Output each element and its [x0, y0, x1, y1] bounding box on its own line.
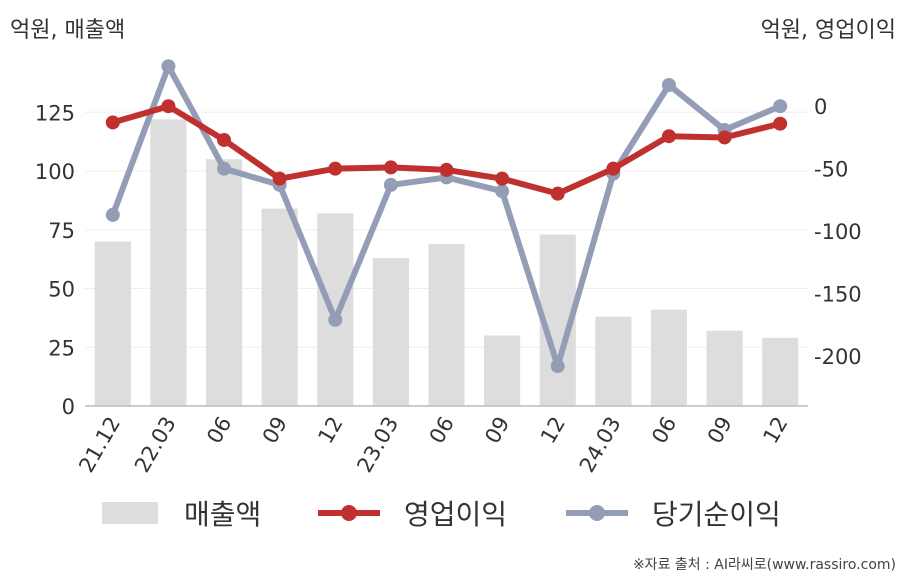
revenue-bar — [762, 337, 799, 406]
operating-profit-point — [328, 161, 343, 176]
x-axis-tick-label: 22.03 — [130, 413, 181, 477]
left-axis-tick-label: 0 — [62, 395, 75, 419]
x-axis-tick-label: 12 — [313, 413, 347, 448]
operating-profit-point — [495, 171, 510, 186]
right-axis-tick-label: -150 — [814, 283, 862, 307]
legend-operating-profit: 영업이익 — [318, 490, 507, 536]
operating-profit-point — [439, 162, 454, 177]
right-axis-tick-label: -50 — [814, 158, 848, 182]
operating-profit-point — [773, 116, 788, 131]
legend-operating-profit-swatch — [318, 502, 380, 524]
legend-net-income: 당기순이익 — [566, 490, 781, 536]
legend-revenue: 매출액 — [102, 490, 261, 536]
net-income-point — [495, 184, 510, 199]
x-axis-tick-label: 06 — [425, 413, 459, 448]
net-income-point — [328, 312, 343, 327]
revenue-bar — [595, 316, 632, 406]
revenue-bar — [205, 159, 243, 406]
x-axis-tick-label: 09 — [703, 413, 737, 448]
revenue-bar — [94, 241, 131, 406]
left-axis-unit: 억원, 매출액 — [10, 18, 126, 43]
x-axis-tick-label: 24.03 — [575, 413, 626, 477]
operating-profit-point — [105, 115, 120, 130]
right-axis-tick-label: -200 — [814, 345, 862, 369]
operating-profit-point — [272, 171, 287, 186]
legend-net-income-swatch — [566, 502, 628, 524]
left-axis-tick-label: 25 — [48, 336, 75, 360]
legend-operating-profit-label: 영업이익 — [404, 498, 508, 531]
x-axis-tick-label: 09 — [258, 413, 292, 448]
operating-profit-point — [383, 160, 398, 175]
legend-net-income-label: 당기순이익 — [652, 498, 781, 531]
operating-profit-point — [661, 129, 676, 144]
revenue-bar — [650, 309, 688, 406]
x-axis-tick-label: 23.03 — [352, 413, 403, 477]
source-credit: ※자료 출처 : AI라씨로(www.rassiro.com) — [632, 557, 896, 573]
operating-profit-point — [606, 161, 621, 176]
net-income-point — [550, 359, 565, 374]
right-axis-tick-label: 0 — [814, 95, 827, 119]
net-income-point — [105, 207, 120, 222]
x-axis-tick-label: 12 — [536, 413, 570, 448]
left-axis-tick-label: 75 — [48, 219, 75, 243]
x-axis-tick-label: 06 — [202, 413, 236, 448]
x-axis-tick-label: 12 — [758, 413, 792, 448]
legend-revenue-label: 매출액 — [184, 498, 262, 531]
net-income-point — [661, 77, 676, 92]
net-income-point — [383, 177, 398, 192]
revenue-bar — [484, 335, 521, 406]
right-axis-tick-label: -100 — [814, 220, 862, 244]
revenue-bar — [317, 213, 354, 406]
revenue-bar — [261, 208, 298, 406]
revenue-bar — [372, 257, 409, 406]
left-axis-tick-label: 100 — [35, 160, 75, 184]
right-axis-unit: 억원, 영업이익 — [760, 18, 896, 43]
left-axis-tick-label: 50 — [48, 278, 75, 302]
operating-profit-point — [161, 99, 176, 114]
left-axis-tick-label: 125 — [35, 101, 75, 125]
x-axis-tick-label: 09 — [480, 412, 514, 447]
net-income-point — [161, 59, 176, 74]
revenue-bar — [706, 330, 743, 406]
revenue-bar — [428, 243, 465, 406]
x-axis-tick-label: 06 — [647, 413, 681, 448]
legend-revenue-swatch — [102, 502, 158, 524]
operating-profit-point — [550, 186, 565, 201]
revenue-bar — [150, 119, 187, 407]
net-income-point — [773, 99, 788, 114]
x-axis-tick-label: 21.12 — [74, 413, 125, 477]
net-income-point — [217, 161, 232, 176]
operating-profit-point — [717, 130, 732, 145]
chart-legend: 매출액 영업이익 당기순이익 — [0, 490, 908, 536]
operating-profit-point — [217, 132, 232, 147]
